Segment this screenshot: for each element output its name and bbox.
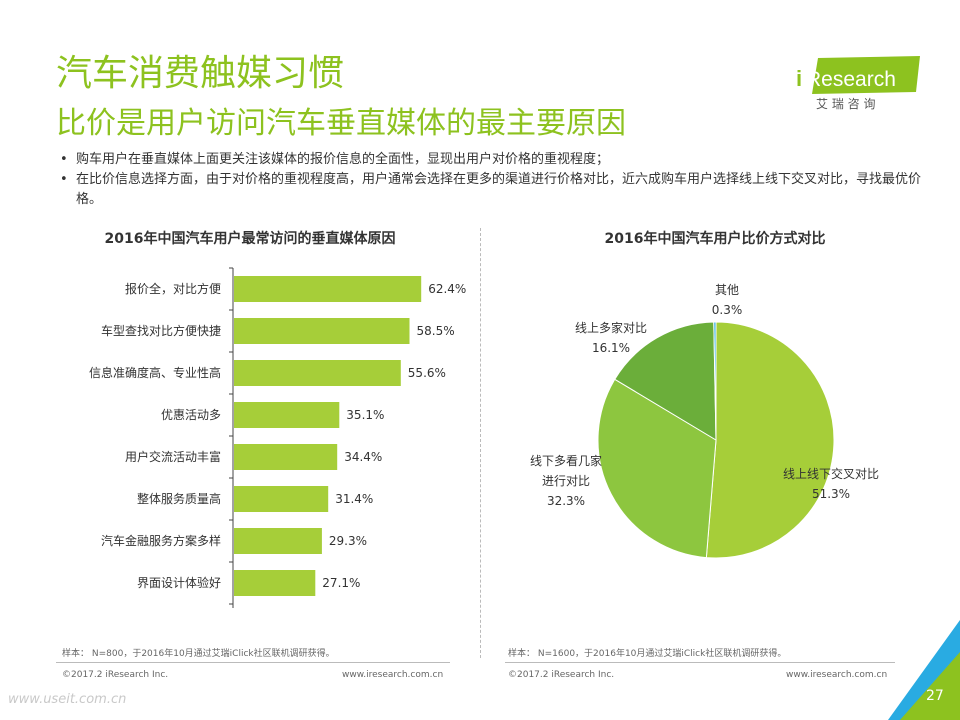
bar-chart-title: 2016年中国汽车用户最常访问的垂直媒体原因	[104, 231, 396, 247]
bar	[234, 276, 422, 302]
bar	[234, 528, 322, 554]
logo-badge	[812, 56, 920, 94]
pie-label: 线上线下交叉对比 51.3%	[783, 466, 879, 501]
bar-value-label: 58.5%	[417, 324, 455, 338]
logo-cn: 艾 瑞 咨 询	[816, 96, 875, 111]
pie-chart: 线上线下交叉对比 51.3% 线下多看几家进行对比 32.3% 线上多家对比 16.1% 其…	[530, 283, 879, 559]
bar-value-label: 29.3%	[329, 534, 367, 548]
bar-category-label: 整体服务质量高	[137, 491, 221, 506]
bar-value-label: 35.1%	[346, 408, 384, 422]
bullet-item: • 在比价信息选择方面，由于对价格的重视程度高，用户通常会选择在更多的渠道进行价…	[56, 170, 926, 210]
copyright-right: ©2017.2 iResearch Inc.	[508, 670, 615, 680]
chart-divider	[480, 228, 481, 658]
bar	[234, 444, 338, 470]
sample-note-left: 样本： N=800，于2016年10月通过艾瑞iClick社区联机调研获得。	[62, 649, 335, 659]
logo-i: i	[796, 66, 802, 91]
pie-slice	[614, 321, 717, 441]
footer-divider-left	[56, 662, 450, 663]
sample-note-right: 样本： N=1600，于2016年10月通过艾瑞iClick社区联机调研获得。	[508, 649, 787, 659]
bar-value-label: 62.4%	[428, 282, 466, 296]
bar	[234, 570, 316, 596]
bar-category-label: 信息准确度高、专业性高	[89, 365, 221, 380]
bar-value-label: 55.6%	[408, 366, 446, 380]
bar	[234, 486, 329, 512]
bar	[234, 402, 340, 428]
footer-divider-right	[505, 662, 895, 663]
page-subtitle: 比价是用户访问汽车垂直媒体的最主要原因	[56, 106, 626, 141]
bullet-dot-icon: •	[60, 152, 68, 167]
bullet-text: 在比价信息选择方面，由于对价格的重视程度高，用户通常会选择在更多的渠道进行价格对…	[76, 172, 922, 207]
logo-research: Research	[806, 68, 896, 91]
pie-slice	[705, 321, 835, 559]
bullet-text: 购车用户在垂直媒体上面更关注该媒体的报价信息的全面性，显现出用户对价格的重视程度…	[76, 152, 610, 167]
bullet-item: • 购车用户在垂直媒体上面更关注该媒体的报价信息的全面性，显现出用户对价格的重视…	[56, 150, 926, 170]
bar-category-label: 报价全，对比方便	[125, 281, 221, 296]
iresearch-logo: i Research 艾 瑞 咨 询	[796, 56, 920, 111]
bar-category-label: 汽车金融服务方案多样	[101, 533, 221, 548]
bullet-dot-icon: •	[60, 172, 68, 187]
bar-category-label: 优惠活动多	[161, 408, 221, 422]
bar-chart: 报价全，对比方便 62.4% 车型查找对比方便快捷 58.5% 信息准确度高、专业性高 5…	[89, 267, 466, 608]
page-title: 汽车消费触媒习惯	[56, 53, 345, 94]
pie-label: 其他 0.3%	[712, 283, 743, 317]
bar-category-label: 车型查找对比方便快捷	[101, 323, 221, 338]
pie-label: 线下多看几家进行对比 32.3%	[530, 453, 602, 508]
bar-value-label: 34.4%	[344, 450, 382, 464]
bar-value-label: 27.1%	[322, 576, 360, 590]
pie-label: 线上多家对比 16.1%	[575, 320, 647, 355]
bullet-list: • 购车用户在垂直媒体上面更关注该媒体的报价信息的全面性，显现出用户对价格的重视…	[56, 150, 926, 210]
watermark: www.useit.com.cn	[8, 692, 127, 707]
corner-blue-shape	[888, 620, 960, 720]
corner-green-shape	[900, 652, 960, 720]
page-number: 27	[926, 688, 944, 704]
bar	[234, 318, 410, 344]
bar-category-label: 用户交流活动丰富	[125, 449, 221, 464]
pie-slice	[713, 321, 717, 441]
pie-slice	[597, 378, 717, 559]
site-link-right[interactable]: www.iresearch.com.cn	[786, 670, 888, 680]
bar	[234, 360, 401, 386]
bar-category-label: 界面设计体验好	[137, 575, 221, 590]
pie-chart-title: 2016年中国汽车用户比价方式对比	[604, 231, 826, 247]
copyright-left: ©2017.2 iResearch Inc.	[62, 670, 169, 680]
bar-value-label: 31.4%	[335, 492, 373, 506]
site-link-left[interactable]: www.iresearch.com.cn	[342, 670, 444, 680]
